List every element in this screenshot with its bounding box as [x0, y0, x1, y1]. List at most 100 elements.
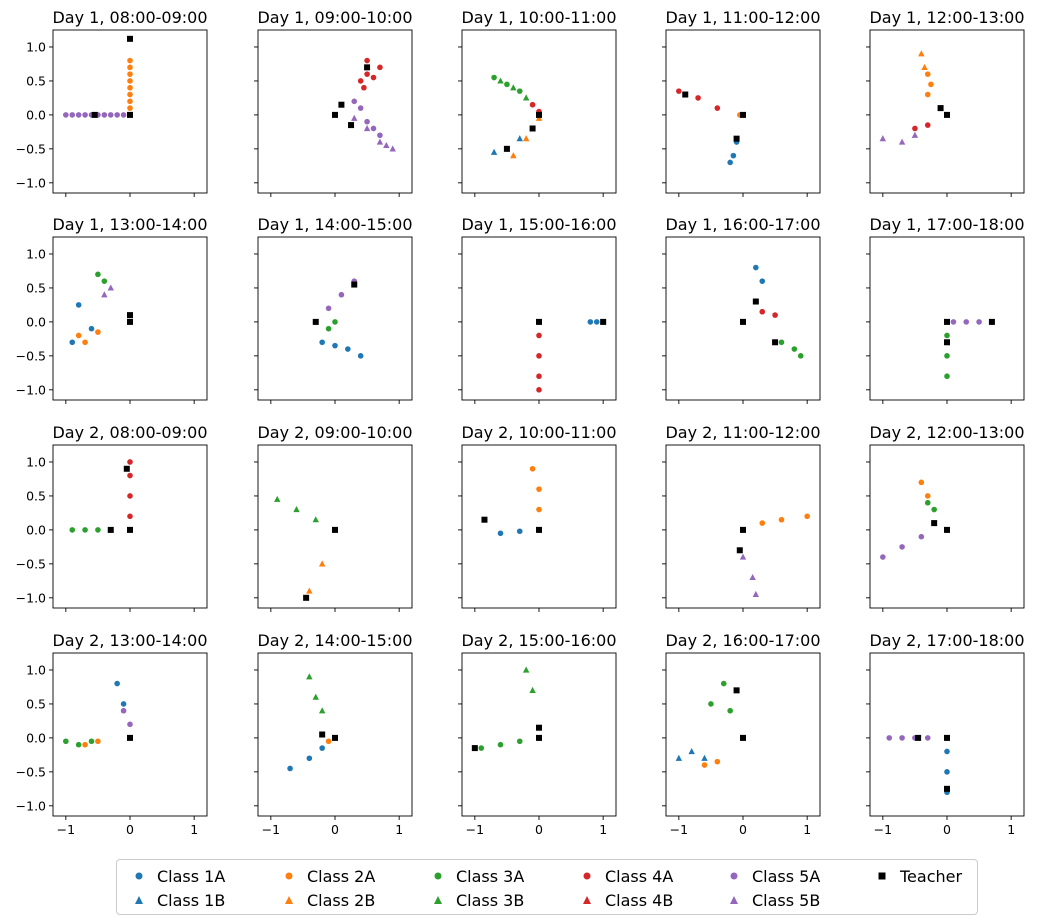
- data-point: [536, 724, 542, 731]
- legend-marker-triangle: [724, 890, 744, 910]
- data-point: [364, 64, 371, 71]
- y-tick-label: 0.5: [26, 73, 46, 88]
- data-point: [75, 741, 82, 748]
- data-point: [101, 291, 108, 298]
- data-point: [522, 666, 530, 673]
- data-point: [357, 105, 364, 111]
- y-tick-label: 1.0: [26, 662, 46, 677]
- data-point: [95, 329, 101, 335]
- data-point: [127, 57, 133, 64]
- data-point: [739, 553, 747, 560]
- data-point: [510, 152, 517, 159]
- data-point: [740, 111, 746, 118]
- data-point: [918, 533, 925, 540]
- data-point: [95, 738, 101, 745]
- data-point: [325, 305, 332, 312]
- data-point: [600, 318, 607, 325]
- data-point: [312, 516, 319, 523]
- x-tick-label: 1: [599, 822, 607, 837]
- data-point: [516, 738, 523, 745]
- legend-marker-triangle: [129, 890, 149, 910]
- data-point: [357, 78, 364, 84]
- x-tick-label: 0: [126, 822, 134, 837]
- data-point: [516, 135, 523, 142]
- data-point: [536, 353, 542, 359]
- data-point: [516, 88, 523, 94]
- y-tick-label: −1.0: [16, 798, 46, 813]
- data-point: [778, 339, 785, 346]
- legend-marker-circle: [428, 866, 448, 886]
- axes-frame: [461, 652, 617, 817]
- data-point: [82, 339, 88, 346]
- axes-frame: [52, 652, 208, 817]
- data-point: [377, 64, 383, 71]
- data-point: [730, 152, 737, 159]
- data-point: [332, 111, 338, 118]
- data-point: [127, 78, 133, 84]
- data-point: [740, 526, 746, 533]
- data-point: [899, 735, 905, 741]
- data-point: [944, 769, 950, 775]
- y-tick-label: 0.0: [26, 107, 46, 122]
- data-point: [363, 124, 371, 132]
- data-point: [120, 701, 127, 707]
- data-point: [937, 105, 944, 112]
- data-point: [791, 346, 798, 352]
- legend-item-class-1a: Class 1A: [129, 864, 225, 888]
- data-point: [918, 50, 925, 57]
- data-point: [88, 325, 95, 332]
- data-point: [880, 554, 886, 560]
- y-tick-label: 1.0: [26, 246, 46, 261]
- data-point: [318, 560, 326, 567]
- legend-marker-circle: [724, 866, 744, 886]
- data-point: [490, 148, 498, 155]
- data-point: [587, 319, 594, 325]
- y-tick-label: −0.5: [16, 348, 46, 363]
- data-point: [593, 319, 600, 325]
- data-point: [274, 495, 281, 502]
- data-point: [127, 35, 133, 42]
- panel-title: Day 2, 16:00-17:00: [665, 631, 820, 650]
- data-point: [319, 731, 326, 738]
- axes-frame: [665, 29, 821, 194]
- data-point: [714, 758, 721, 765]
- data-point: [759, 308, 766, 315]
- data-point: [120, 707, 127, 714]
- legend-label: Class 5A: [752, 866, 821, 886]
- panel-title: Day 2, 14:00-15:00: [257, 631, 412, 650]
- data-point: [497, 77, 504, 84]
- panel-title: Day 1, 14:00-15:00: [257, 215, 412, 234]
- data-point: [536, 387, 542, 393]
- x-tick-label: −1: [874, 822, 892, 837]
- data-point: [522, 135, 530, 142]
- data-point: [114, 680, 120, 687]
- data-point: [364, 118, 370, 125]
- legend-item-class-4b: Class 4B: [577, 888, 673, 912]
- data-point: [123, 465, 130, 472]
- x-tick-label: 1: [1007, 822, 1015, 837]
- data-point: [536, 526, 542, 533]
- data-point: [899, 544, 905, 550]
- data-point: [924, 71, 931, 77]
- y-tick-label: 1.0: [26, 39, 46, 54]
- x-tick-label: −1: [57, 822, 75, 837]
- x-tick-label: 1: [190, 822, 198, 837]
- data-point: [351, 98, 358, 105]
- data-point: [529, 686, 536, 693]
- data-point: [69, 339, 76, 346]
- data-point: [931, 506, 937, 513]
- data-point: [114, 112, 120, 118]
- data-point: [536, 734, 542, 741]
- data-point: [944, 526, 950, 533]
- data-point: [364, 71, 370, 77]
- data-point: [682, 91, 689, 98]
- data-point: [69, 112, 76, 118]
- x-tick-label: −1: [670, 822, 688, 837]
- data-point: [120, 112, 127, 118]
- data-point: [383, 141, 390, 149]
- data-point: [351, 114, 358, 121]
- legend-marker-triangle: [279, 890, 299, 910]
- data-point: [503, 145, 510, 152]
- axes-frame: [461, 29, 617, 194]
- axes-frame: [869, 236, 1025, 401]
